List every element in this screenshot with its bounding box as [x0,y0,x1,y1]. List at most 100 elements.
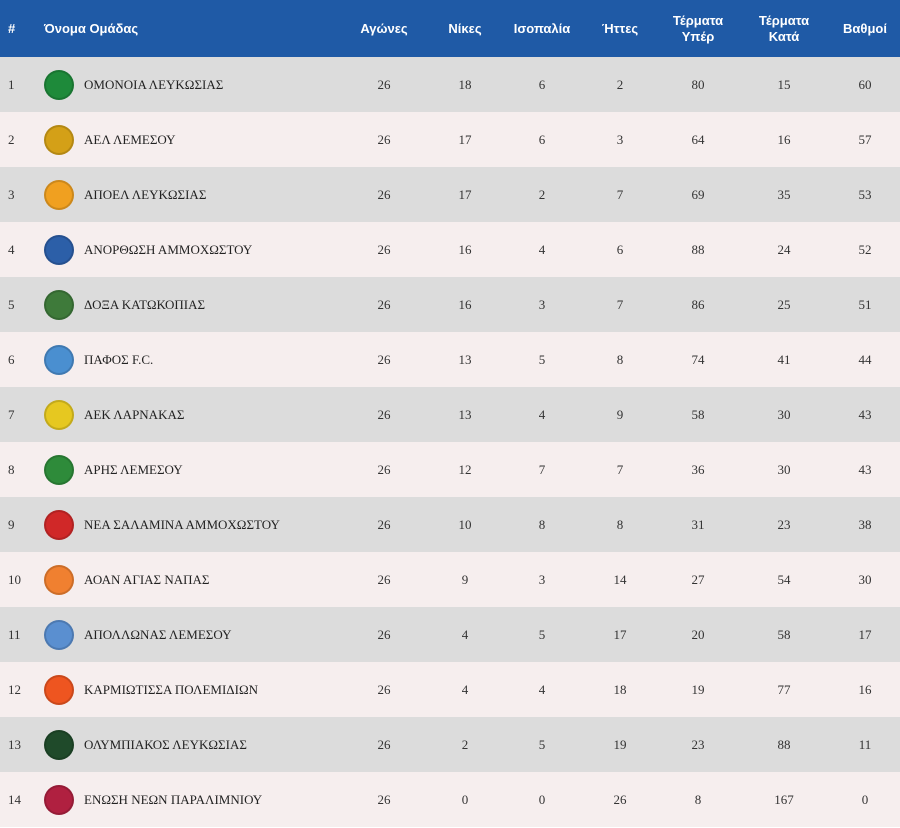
team-link[interactable]: ΔΟΞΑ ΚΑΤΩΚΟΠΙΑΣ [44,289,340,320]
team-link[interactable]: ΕΝΩΣΗ ΝΕΩΝ ΠΑΡΑΛΙΜΝΙΟΥ [44,784,340,815]
team-link[interactable]: ΑΠΟΕΛ ΛΕΥΚΩΣΙΑΣ [44,179,340,210]
wins-cell: 18 [458,76,472,92]
losses-cell: 7 [616,186,624,202]
header-goals-for[interactable]: Τέρματα Υπέρ [658,0,738,57]
team-name: ΟΜΟΝΟΙΑ ΛΕΥΚΩΣΙΑΣ [84,76,224,92]
points-cell: 30 [858,571,872,587]
team-link[interactable]: ΑΝΟΡΘΩΣΗ ΑΜΜΟΧΩΣΤΟΥ [44,234,340,265]
team-cell: ΑΡΗΣ ΛΕΜΕΣΟΥ [38,442,340,497]
team-cell: ΟΜΟΝΟΙΑ ΛΕΥΚΩΣΙΑΣ [38,57,340,112]
header-points[interactable]: Βαθμοί [843,20,887,36]
losses-cell: 14 [613,571,627,587]
goals-for-cell: 23 [691,736,705,752]
draws-cell: 3 [538,571,546,587]
played-cell: 26 [377,736,391,752]
goals-for-cell: 58 [691,406,705,422]
goals-against-cell: 35 [777,186,791,202]
rank-cell: 12 [8,681,21,697]
team-link[interactable]: ΑΠΟΛΛΩΝΑΣ ΛΕΜΕΣΟΥ [44,619,340,650]
goals-for-cell: 8 [694,791,702,807]
nea-salamina-crest-icon [44,509,74,540]
goals-against-cell: 30 [777,406,791,422]
points-cell: 43 [858,406,872,422]
played-cell: 26 [377,76,391,92]
team-link[interactable]: ΟΜΟΝΟΙΑ ΛΕΥΚΩΣΙΑΣ [44,69,340,100]
header-goals-for-line1: Τέρματα [672,12,724,28]
team-name: ΠΑΦΟΣ F.C. [84,351,154,367]
table-row[interactable]: 5 ΔΟΞΑ ΚΑΤΩΚΟΠΙΑΣ 26 16 3 7 86 25 51 [0,277,900,332]
header-team-name[interactable]: Όνομα Ομάδας [44,20,139,36]
wins-cell: 10 [458,516,472,532]
draws-cell: 4 [538,681,546,697]
team-cell: ΑΝΟΡΘΩΣΗ ΑΜΜΟΧΩΣΤΟΥ [38,222,340,277]
table-row[interactable]: 4 ΑΝΟΡΘΩΣΗ ΑΜΜΟΧΩΣΤΟΥ 26 16 4 6 88 24 52 [0,222,900,277]
table-row[interactable]: 10 ΑΟΑΝ ΑΓΙΑΣ ΝΑΠΑΣ 26 9 3 14 27 54 30 [0,552,900,607]
header-rank[interactable]: # [8,20,16,36]
played-cell: 26 [377,406,391,422]
points-cell: 0 [861,791,869,807]
played-cell: 26 [377,791,391,807]
table-row[interactable]: 11 ΑΠΟΛΛΩΝΑΣ ΛΕΜΕΣΟΥ 26 4 5 17 20 58 17 [0,607,900,662]
team-name: ΑΕΚ ΛΑΡΝΑΚΑΣ [84,406,185,422]
team-link[interactable]: ΚΑΡΜΙΩΤΙΣΣΑ ΠΟΛΕΜΙΔΙΩΝ [44,674,340,705]
team-link[interactable]: ΑΕΚ ΛΑΡΝΑΚΑΣ [44,399,340,430]
team-name: ΑΟΑΝ ΑΓΙΑΣ ΝΑΠΑΣ [84,571,210,587]
losses-cell: 9 [616,406,624,422]
draws-cell: 5 [538,736,546,752]
ael-crest-icon [44,124,74,155]
rank-cell: 4 [8,241,15,257]
team-link[interactable]: ΝΕΑ ΣΑΛΑΜΙΝΑ ΑΜΜΟΧΩΣΤΟΥ [44,509,340,540]
team-link[interactable]: ΠΑΦΟΣ F.C. [44,344,340,375]
played-cell: 26 [377,351,391,367]
team-cell: ΑΠΟΕΛ ΛΕΥΚΩΣΙΑΣ [38,167,340,222]
apoel-crest-icon [44,179,74,210]
losses-cell: 17 [613,626,627,642]
draws-cell: 6 [538,131,546,147]
losses-cell: 26 [613,791,627,807]
team-link[interactable]: ΟΛΥΜΠΙΑΚΟΣ ΛΕΥΚΩΣΙΑΣ [44,729,340,760]
team-cell: ΑΠΟΛΛΩΝΑΣ ΛΕΜΕΣΟΥ [38,607,340,662]
table-row[interactable]: 2 ΑΕΛ ΛΕΜΕΣΟΥ 26 17 6 3 64 16 57 [0,112,900,167]
goals-against-cell: 16 [777,131,791,147]
losses-cell: 6 [616,241,624,257]
header-played[interactable]: Αγώνες [360,20,408,36]
goals-against-cell: 23 [777,516,791,532]
table-row[interactable]: 7 ΑΕΚ ΛΑΡΝΑΚΑΣ 26 13 4 9 58 30 43 [0,387,900,442]
points-cell: 60 [858,76,872,92]
table-row[interactable]: 8 ΑΡΗΣ ΛΕΜΕΣΟΥ 26 12 7 7 36 30 43 [0,442,900,497]
team-link[interactable]: ΑΟΑΝ ΑΓΙΑΣ ΝΑΠΑΣ [44,564,340,595]
wins-cell: 9 [461,571,469,587]
team-link[interactable]: ΑΕΛ ΛΕΜΕΣΟΥ [44,124,340,155]
goals-for-cell: 80 [691,76,705,92]
goals-against-cell: 24 [777,241,791,257]
goals-for-cell: 36 [691,461,705,477]
table-row[interactable]: 6 ΠΑΦΟΣ F.C. 26 13 5 8 74 41 44 [0,332,900,387]
table-row[interactable]: 13 ΟΛΥΜΠΙΑΚΟΣ ΛΕΥΚΩΣΙΑΣ 26 2 5 19 23 88 11 [0,717,900,772]
aoan-crest-icon [44,564,74,595]
team-cell: ΑΟΑΝ ΑΓΙΑΣ ΝΑΠΑΣ [38,552,340,607]
wins-cell: 13 [458,351,472,367]
team-link[interactable]: ΑΡΗΣ ΛΕΜΕΣΟΥ [44,454,340,485]
header-draws[interactable]: Ισοπαλία [513,20,571,36]
header-goals-for-line2: Υπέρ [681,28,715,44]
rank-cell: 5 [8,296,15,312]
table-row[interactable]: 12 ΚΑΡΜΙΩΤΙΣΣΑ ΠΟΛΕΜΙΔΙΩΝ 26 4 4 18 19 77 16 [0,662,900,717]
olympiakos-crest-icon [44,729,74,760]
losses-cell: 8 [616,351,624,367]
losses-cell: 19 [613,736,627,752]
goals-against-cell: 77 [777,681,791,697]
goals-against-cell: 30 [777,461,791,477]
team-name: ΑΠΟΛΛΩΝΑΣ ΛΕΜΕΣΟΥ [84,626,232,642]
table-row[interactable]: 9 ΝΕΑ ΣΑΛΑΜΙΝΑ ΑΜΜΟΧΩΣΤΟΥ 26 10 8 8 31 23 38 [0,497,900,552]
table-row[interactable]: 14 ΕΝΩΣΗ ΝΕΩΝ ΠΑΡΑΛΙΜΝΙΟΥ 26 0 0 26 8 167 0 [0,772,900,827]
header-losses[interactable]: Ήττες [601,20,639,36]
played-cell: 26 [377,571,391,587]
draws-cell: 2 [538,186,546,202]
table-row[interactable]: 1 ΟΜΟΝΟΙΑ ΛΕΥΚΩΣΙΑΣ 26 18 6 2 80 15 60 [0,57,900,112]
table-row[interactable]: 3 ΑΠΟΕΛ ΛΕΥΚΩΣΙΑΣ 26 17 2 7 69 35 53 [0,167,900,222]
losses-cell: 7 [616,461,624,477]
header-wins[interactable]: Νίκες [448,20,482,36]
header-goals-against[interactable]: Τέρματα Κατά [738,0,830,57]
apollon-crest-icon [44,619,74,650]
